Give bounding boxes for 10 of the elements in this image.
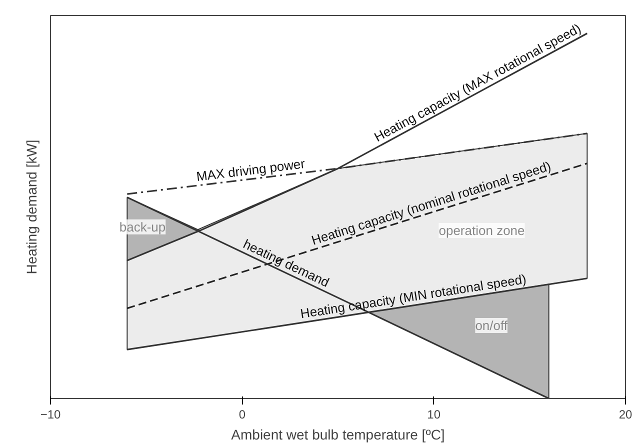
annotation: operation zone (438, 223, 525, 238)
y-axis-title: Heating demand [kW] (24, 140, 40, 274)
annotation: back-up (119, 219, 166, 234)
x-tick-label: 0 (238, 408, 246, 422)
x-tick-label: 20 (618, 408, 632, 422)
annotation: on/off (475, 318, 508, 333)
x-tick-label: 10 (427, 408, 441, 422)
x-axis-title: Ambient wet bulb temperature [ºC] (231, 426, 445, 442)
x-tick-label: −10 (40, 408, 62, 422)
text: MAX driving power (196, 156, 306, 184)
